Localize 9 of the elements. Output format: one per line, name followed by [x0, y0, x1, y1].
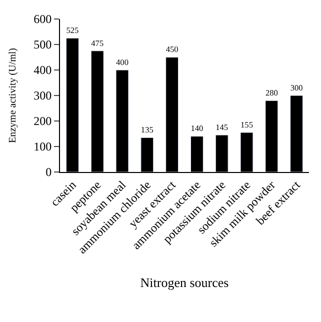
y-tick-label: 300 — [34, 88, 52, 103]
y-tick-label: 600 — [34, 12, 52, 26]
x-axis-title: Nitrogen sources — [140, 274, 229, 290]
y-tick-label: 0 — [46, 165, 52, 180]
y-tick-label: 200 — [34, 114, 52, 128]
y-axis-title: Enzyme activity (U/ml) — [8, 48, 19, 143]
y-tick-label: 400 — [34, 63, 52, 78]
y-tick-label: 100 — [34, 140, 52, 154]
y-tick-label: 500 — [34, 38, 52, 52]
